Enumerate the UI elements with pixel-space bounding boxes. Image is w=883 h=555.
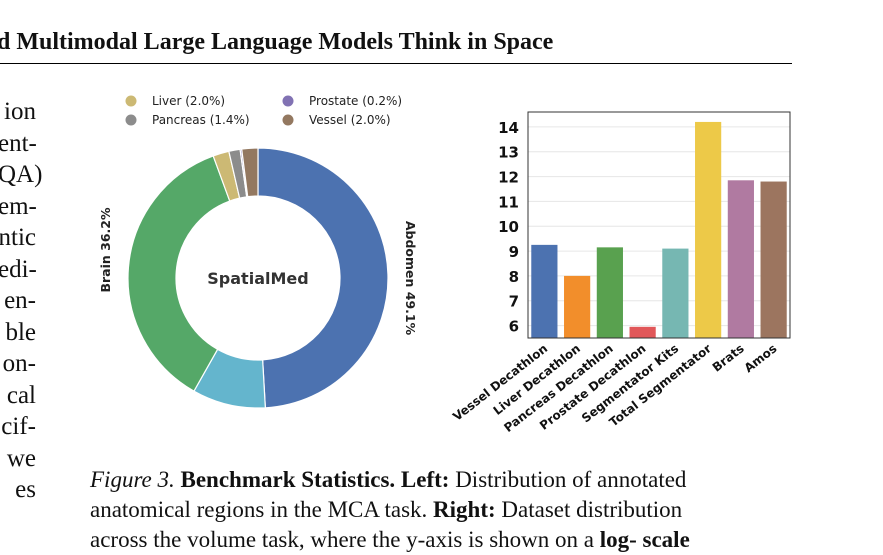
- caption-bold-log: log- scale: [599, 527, 690, 552]
- bar-segmentator-kits: [662, 248, 689, 338]
- legend-swatch: [125, 95, 137, 107]
- bar-y-ticks: 6 7 8 9 10 11 12 13 14: [498, 119, 519, 336]
- caption-text-1: Distribution of annotated: [449, 467, 687, 492]
- body-text-line: we: [6, 444, 36, 472]
- y-tick-label: 9: [509, 243, 519, 261]
- y-tick-label: 12: [498, 169, 519, 187]
- body-text-line: ble: [5, 318, 36, 346]
- caption-text-2: anatomical regions in the MCA task.: [90, 497, 434, 522]
- legend-entry: Prostate (0.2%): [309, 94, 402, 108]
- body-text-fragment: ion ent- QA) em-ntic edi-en-ble on-cal cif-we e…: [0, 96, 58, 506]
- donut-center-label: SpatialMed: [207, 269, 308, 288]
- bar-total-segmentator: [695, 121, 722, 338]
- y-tick-label: 11: [498, 193, 519, 211]
- y-tick-label: 13: [498, 144, 519, 162]
- donut-slice-vessel: [241, 147, 259, 198]
- running-header: d Multimodal Large Language Models Think…: [0, 27, 792, 64]
- y-tick-label: 7: [509, 293, 519, 311]
- legend-swatch: [282, 95, 294, 107]
- bar-plot-frame: [527, 111, 791, 339]
- bar-liver-decathlon: [564, 275, 591, 338]
- donut-slice-brain: [127, 155, 231, 392]
- donut-slices: [127, 147, 389, 409]
- bar-brats: [727, 180, 754, 338]
- bar-pancreas-decathlon: [596, 247, 623, 338]
- caption-figure-number: Figure 3.: [90, 467, 175, 492]
- donut-slice-label-abdomen: Abdomen 49.1%: [403, 221, 418, 336]
- y-tick-label: 6: [509, 318, 519, 336]
- legend-swatch: [282, 114, 294, 126]
- figure-caption: Figure 3. Benchmark Statistics. Left: Di…: [90, 465, 795, 555]
- donut-legend: Liver (2.0%) Prostate (0.2%) Pancreas (1.4…: [125, 94, 402, 127]
- body-text-line: en-: [4, 287, 36, 314]
- bar-series: [531, 121, 787, 338]
- legend-entry: Vessel (2.0%): [309, 113, 391, 127]
- running-header-title: d Multimodal Large Language Models Think…: [0, 29, 554, 55]
- body-text-line: em-: [0, 192, 37, 220]
- donut-slice-abdomen: [257, 147, 389, 409]
- donut-chart: Liver (2.0%) Prostate (0.2%) Pancreas (1.4…: [98, 94, 418, 409]
- y-tick-label: 8: [509, 268, 519, 286]
- legend-swatch: [125, 114, 137, 126]
- x-tick-label: Amos: [742, 341, 780, 375]
- caption-text-3: Dataset distribution: [495, 497, 683, 522]
- caption-bold-right: Right:: [433, 497, 496, 522]
- body-text-line: ion: [4, 98, 36, 125]
- body-text-line: es: [15, 476, 36, 503]
- body-text-line: QA): [0, 161, 43, 188]
- body-text-line: cal: [6, 381, 36, 409]
- y-tick-label: 10: [498, 218, 519, 236]
- body-text-line: cif-: [1, 413, 36, 440]
- bar-amos: [760, 181, 787, 338]
- donut-slice-label-brain: Brain 36.2%: [98, 207, 113, 293]
- y-tick-label: 14: [498, 119, 519, 137]
- caption-bold-title: Benchmark Statistics. Left:: [180, 467, 450, 492]
- caption-text-4: across the volume task, where the y-axis…: [90, 527, 600, 552]
- body-text-line: edi-: [0, 255, 37, 283]
- donut-slice-labels: Abdomen 49.1%Kidney 9.1%Brain 36.2%: [98, 207, 418, 336]
- x-tick-label: Brats: [710, 341, 747, 374]
- bar-vessel-decathlon: [531, 244, 558, 338]
- legend-entry: Pancreas (1.4%): [152, 113, 250, 127]
- body-text-line: ntic: [0, 224, 36, 251]
- body-text-line: on-: [2, 350, 36, 377]
- legend-entry: Liver (2.0%): [152, 94, 225, 108]
- body-text-line: ent-: [0, 129, 37, 157]
- bar-prostate-decathlon: [629, 326, 656, 338]
